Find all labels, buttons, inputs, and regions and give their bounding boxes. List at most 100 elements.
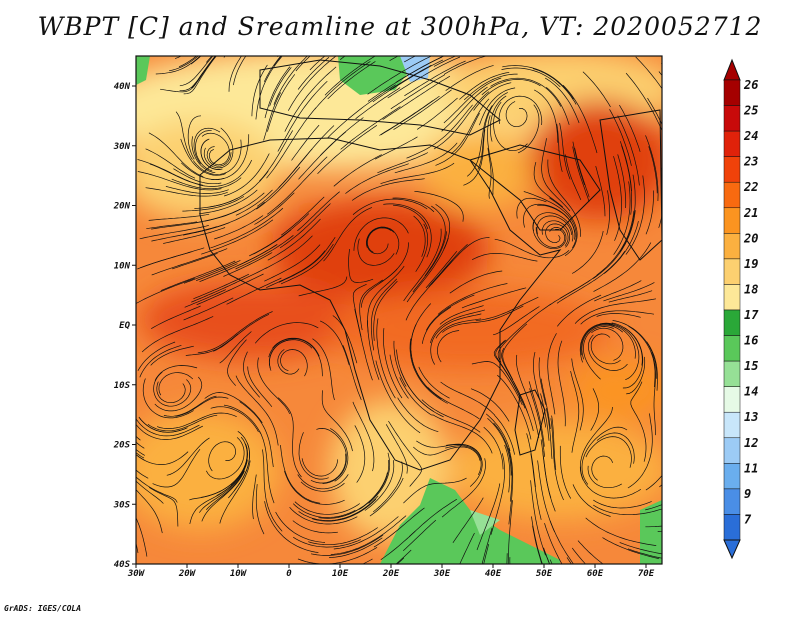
streamline <box>277 349 300 375</box>
streamline <box>254 192 295 225</box>
streamline <box>594 280 642 302</box>
streamline <box>171 177 242 190</box>
streamline <box>352 401 375 472</box>
streamline <box>166 437 210 476</box>
streamline <box>151 248 228 276</box>
streamline <box>353 217 409 251</box>
streamline <box>149 487 179 527</box>
streamline <box>136 516 148 557</box>
streamline <box>160 56 217 93</box>
streamline <box>367 56 433 95</box>
streamline <box>352 198 428 215</box>
colorbar-label: 16 <box>744 334 758 348</box>
colorbar-swatch <box>723 488 741 515</box>
streamline <box>291 124 320 161</box>
streamline <box>264 244 321 282</box>
colorbar-swatch <box>723 130 741 157</box>
streamline <box>151 305 201 330</box>
streamline <box>645 475 662 491</box>
streamline <box>199 189 258 215</box>
streamline <box>392 197 435 213</box>
streamline <box>312 338 335 401</box>
streamline <box>389 64 432 90</box>
streamline <box>136 451 189 465</box>
lon-tick-label: 0 <box>286 569 292 579</box>
streamline <box>354 425 366 483</box>
streamline <box>145 187 228 197</box>
streamline <box>200 138 223 170</box>
streamline <box>479 87 516 126</box>
streamline <box>545 223 569 246</box>
streamline <box>352 283 367 337</box>
streamline <box>617 154 627 209</box>
streamline <box>647 97 662 126</box>
lat-tick-label: 40N <box>114 82 131 92</box>
colorbar-label: 25 <box>743 104 758 118</box>
streamline <box>330 515 407 555</box>
streamline <box>380 242 409 283</box>
colorbar: 26 25 24 23 22 21 20 19 18 17 16 15 14 13 12 11 9 7 <box>723 58 759 560</box>
streamline <box>502 65 574 100</box>
streamline <box>540 378 551 430</box>
streamline <box>430 309 485 344</box>
streamline <box>603 221 639 274</box>
streamline <box>537 204 576 240</box>
streamline <box>171 252 218 270</box>
streamline <box>264 66 291 119</box>
colorbar-swatch <box>723 284 741 311</box>
streamline <box>547 159 581 237</box>
streamline <box>414 190 464 222</box>
streamline <box>645 525 662 528</box>
streamline <box>445 65 494 91</box>
streamline <box>308 527 378 546</box>
streamline <box>535 227 566 248</box>
streamline <box>424 205 446 277</box>
streamline <box>284 470 345 505</box>
streamline <box>362 558 373 564</box>
streamline <box>613 181 631 255</box>
streamline <box>175 396 229 417</box>
streamline <box>204 192 265 222</box>
streamline <box>645 190 654 235</box>
streamline <box>528 381 545 447</box>
streamline <box>580 310 655 325</box>
streamline <box>310 453 347 484</box>
lon-tick-label: 40E <box>485 569 502 579</box>
streamline <box>541 220 571 248</box>
colorbar-label: 9 <box>744 487 751 501</box>
streamline <box>506 553 508 564</box>
streamline <box>293 536 361 548</box>
colorbar-label: 14 <box>744 385 758 399</box>
colorbar-label: 19 <box>744 257 758 271</box>
streamline <box>590 388 600 431</box>
streamline <box>251 64 268 117</box>
streamline <box>277 80 328 152</box>
streamline <box>327 84 396 139</box>
streamline <box>267 218 321 261</box>
colorbar-swatch <box>723 386 741 413</box>
streamline <box>267 156 328 215</box>
streamline <box>577 540 604 564</box>
streamline <box>532 525 543 564</box>
lon-tick-label: 20E <box>382 569 400 579</box>
streamline <box>463 73 518 101</box>
streamline <box>155 56 201 75</box>
streamline <box>390 74 445 110</box>
streamline <box>531 516 543 564</box>
streamline <box>406 237 449 303</box>
colorbar-swatch <box>723 156 741 183</box>
streamline <box>280 445 321 504</box>
colorbar-label: 15 <box>744 359 758 373</box>
streamline <box>418 366 450 399</box>
streamline <box>156 412 237 429</box>
streamline <box>235 189 273 216</box>
streamline <box>658 71 662 76</box>
colorbar-label: 17 <box>744 308 759 322</box>
streamline <box>173 168 222 185</box>
streamline <box>163 227 226 244</box>
streamline <box>443 77 502 124</box>
streamline <box>342 345 362 401</box>
streamline <box>359 279 383 331</box>
streamline <box>481 528 493 564</box>
streamline <box>622 327 644 389</box>
